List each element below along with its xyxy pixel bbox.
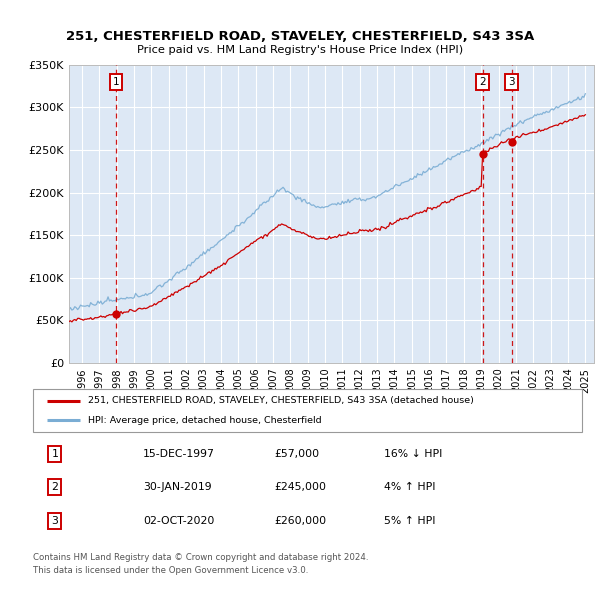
Text: Contains HM Land Registry data © Crown copyright and database right 2024.: Contains HM Land Registry data © Crown c…	[33, 553, 368, 562]
Text: 4% ↑ HPI: 4% ↑ HPI	[385, 483, 436, 492]
Text: 3: 3	[508, 77, 515, 87]
Text: £260,000: £260,000	[275, 516, 326, 526]
Text: 2: 2	[52, 483, 58, 492]
Text: 30-JAN-2019: 30-JAN-2019	[143, 483, 211, 492]
Text: £57,000: £57,000	[275, 449, 320, 459]
Text: 1: 1	[52, 449, 58, 459]
Text: 16% ↓ HPI: 16% ↓ HPI	[385, 449, 443, 459]
Text: 251, CHESTERFIELD ROAD, STAVELEY, CHESTERFIELD, S43 3SA (detached house): 251, CHESTERFIELD ROAD, STAVELEY, CHESTE…	[88, 396, 474, 405]
FancyBboxPatch shape	[33, 389, 582, 432]
Text: This data is licensed under the Open Government Licence v3.0.: This data is licensed under the Open Gov…	[33, 566, 308, 575]
Text: 5% ↑ HPI: 5% ↑ HPI	[385, 516, 436, 526]
Text: 2: 2	[479, 77, 486, 87]
Text: 251, CHESTERFIELD ROAD, STAVELEY, CHESTERFIELD, S43 3SA: 251, CHESTERFIELD ROAD, STAVELEY, CHESTE…	[66, 30, 534, 43]
Text: 02-OCT-2020: 02-OCT-2020	[143, 516, 214, 526]
Text: HPI: Average price, detached house, Chesterfield: HPI: Average price, detached house, Ches…	[88, 416, 322, 425]
Text: 1: 1	[113, 77, 119, 87]
Text: 3: 3	[52, 516, 58, 526]
Text: 15-DEC-1997: 15-DEC-1997	[143, 449, 215, 459]
Text: £245,000: £245,000	[275, 483, 326, 492]
Text: Price paid vs. HM Land Registry's House Price Index (HPI): Price paid vs. HM Land Registry's House …	[137, 45, 463, 54]
